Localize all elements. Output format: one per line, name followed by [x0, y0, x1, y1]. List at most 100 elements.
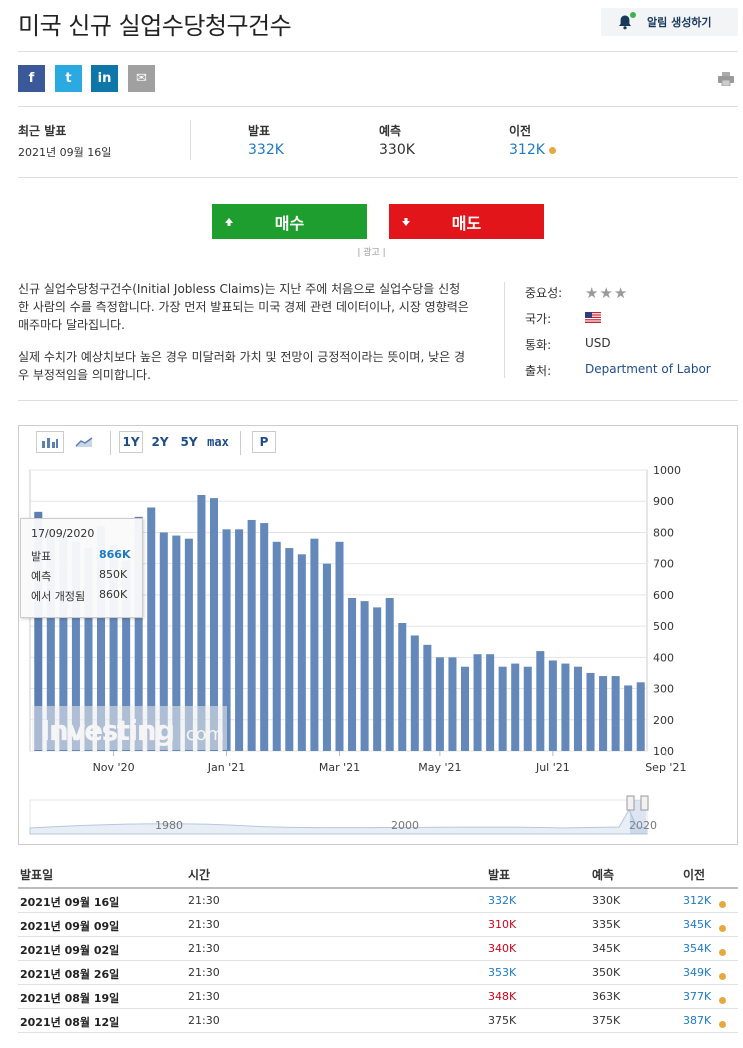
range-1y-button[interactable]: 1Y	[119, 431, 143, 453]
divider	[18, 400, 738, 401]
star-icon: ★	[613, 284, 628, 302]
y-tick-label: 700	[653, 558, 674, 571]
jobless-claims-chart: Investing .com 1000 900 800 700 600 500 400 300 2…	[29, 464, 686, 835]
page-title: 미국 신규 실업수당청구건수	[18, 12, 292, 40]
source-label: 출처:	[525, 364, 552, 378]
range-5y-button[interactable]: 5Y	[180, 435, 198, 449]
bar	[435, 657, 444, 751]
previous-value: 312K	[509, 142, 557, 158]
bar	[599, 676, 608, 751]
chart-tooltip: 17/09/2020 발표 866K 예측 850K 에서 개정됨 860K	[20, 518, 143, 618]
bar	[498, 666, 507, 751]
y-tick-label: 400	[653, 651, 674, 664]
table-row: 2021년 09월 02일 21:30 340K 345K 354K	[18, 937, 738, 961]
bar	[573, 666, 582, 751]
range-2y-button[interactable]: 2Y	[151, 435, 169, 449]
bar	[460, 666, 470, 751]
y-tick-label: 500	[653, 620, 674, 633]
row-date: 2021년 09월 09일	[20, 920, 120, 933]
row-time: 21:30	[188, 1014, 220, 1027]
facebook-share-button[interactable]: f	[18, 65, 45, 92]
actual-value: 332K	[248, 142, 284, 158]
x-tick-label: Jan '21	[207, 761, 245, 774]
p-button[interactable]: P	[252, 431, 276, 453]
y-tick-label: 100	[653, 745, 674, 758]
bar	[586, 672, 595, 751]
row-previous: 387K	[683, 1014, 712, 1027]
tooltip-actual-value: 866K	[99, 548, 131, 561]
sell-button[interactable]: 매도	[389, 204, 544, 239]
row-time: 21:30	[188, 894, 220, 907]
row-time: 21:30	[188, 942, 220, 955]
bar	[272, 541, 281, 751]
line-chart-icon	[75, 437, 93, 447]
y-tick-label: 300	[653, 683, 674, 696]
y-tick-label: 600	[653, 589, 674, 602]
bar	[59, 535, 68, 751]
bar	[46, 532, 55, 751]
watermark-text: Investing	[40, 714, 174, 747]
row-forecast: 345K	[592, 942, 621, 955]
bar	[624, 685, 633, 751]
x-tick-label: May '21	[418, 761, 461, 774]
row-time: 21:30	[188, 966, 220, 979]
create-alert-label: 알림 생성하기	[647, 16, 712, 29]
row-previous: 349K	[683, 966, 712, 979]
email-share-button[interactable]: ✉	[128, 65, 155, 92]
bar	[360, 601, 369, 751]
table-header-forecast: 예측	[592, 868, 615, 882]
row-date: 2021년 09월 16일	[20, 896, 120, 909]
table-row: 2021년 09월 16일 21:30 332K 330K 312K	[18, 889, 738, 913]
row-actual: 375K	[488, 1014, 517, 1027]
bar	[285, 548, 294, 751]
forecast-value: 330K	[379, 142, 415, 158]
row-actual: 332K	[488, 894, 517, 907]
bar	[385, 598, 394, 751]
bar	[97, 526, 106, 751]
bar	[297, 554, 306, 751]
forecast-label: 예측	[379, 124, 402, 138]
y-tick-label: 800	[653, 526, 674, 539]
tooltip-forecast-label: 예측	[31, 570, 52, 583]
navigator-series	[29, 808, 648, 835]
bar	[322, 563, 331, 751]
print-icon[interactable]	[718, 72, 734, 86]
tooltip-revised-label: 에서 개정됨	[31, 590, 86, 603]
watermark-suffix: .com	[180, 724, 224, 745]
range-max-button[interactable]: max	[207, 435, 229, 449]
tooltip-actual-label: 발표	[31, 550, 52, 563]
table-header-time: 시간	[188, 868, 211, 882]
buy-button[interactable]: 매수	[212, 204, 367, 239]
bar	[423, 644, 432, 751]
table-header-actual: 발표	[488, 868, 511, 882]
revised-dot-icon	[719, 922, 726, 935]
row-forecast: 330K	[592, 894, 621, 907]
table-row: 2021년 08월 26일 21:30 353K 350K 349K	[18, 961, 738, 985]
twitter-share-button[interactable]: t	[55, 65, 82, 92]
chart-container	[18, 425, 738, 845]
tooltip-forecast-value: 850K	[99, 568, 128, 581]
linkedin-share-button[interactable]: in	[91, 65, 118, 92]
tooltip-date: 17/09/2020	[31, 527, 95, 540]
bar	[197, 494, 206, 751]
row-date: 2021년 08월 12일	[20, 1016, 120, 1029]
bar-chart-toggle[interactable]	[36, 431, 64, 453]
divider	[18, 106, 738, 107]
star-icon: ★	[599, 284, 613, 302]
bar	[247, 519, 256, 751]
importance-label: 중요성:	[525, 286, 563, 300]
navigator-year-label: 2020	[629, 819, 657, 832]
us-flag-icon	[585, 312, 601, 323]
bar	[611, 676, 620, 751]
bar	[209, 498, 219, 751]
source-link[interactable]: Department of Labor	[585, 362, 711, 376]
line-chart-toggle[interactable]	[70, 431, 98, 453]
row-previous: 345K	[683, 918, 712, 931]
row-time: 21:30	[188, 990, 220, 1003]
row-forecast: 350K	[592, 966, 621, 979]
create-alert-button[interactable]: 알림 생성하기	[601, 8, 738, 36]
row-forecast: 335K	[592, 918, 621, 931]
bar	[348, 598, 357, 751]
bar	[84, 548, 93, 751]
row-date: 2021년 08월 19일	[20, 992, 120, 1005]
